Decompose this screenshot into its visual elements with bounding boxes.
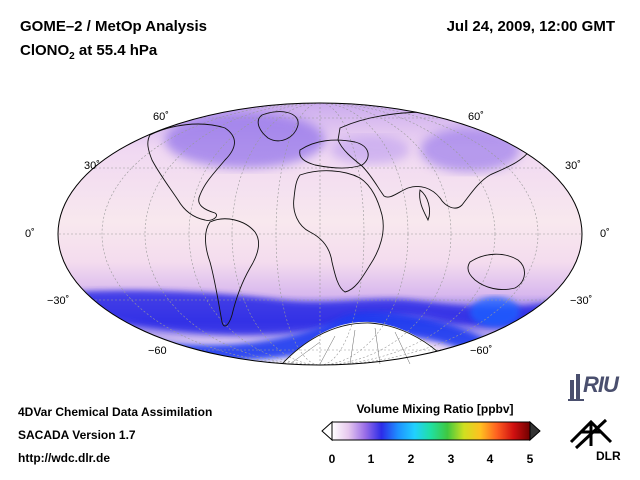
footer-line1: 4DVar Chemical Data Assimilation	[18, 405, 213, 419]
colorbar-ticks: 0 1 2 3 4 5	[322, 452, 542, 466]
antarctica-lines	[289, 327, 411, 365]
riu-logo-text: RIU	[583, 372, 619, 397]
map-outline	[57, 102, 583, 366]
tick-5: 5	[526, 452, 534, 466]
tick-4: 4	[486, 452, 494, 466]
tick-0: 0	[328, 452, 336, 466]
footer-url[interactable]: http://wdc.dlr.de	[18, 451, 110, 465]
tick-3: 3	[447, 452, 455, 466]
date-label: Jul 24, 2009, 12:00 GMT	[446, 18, 615, 35]
tick-1: 1	[367, 452, 375, 466]
title-line2: ClONO2 at 55.4 hPa	[20, 42, 158, 62]
dlr-logo-text: DLR	[596, 449, 621, 463]
riu-logo-icon	[568, 374, 584, 401]
footer-line2: SACADA Version 1.7	[18, 428, 136, 442]
title-line1: GOME–2 / MetOp Analysis	[20, 18, 207, 35]
colorbar-title: Volume Mixing Ratio [ppbv]	[356, 402, 514, 416]
tick-2: 2	[407, 452, 415, 466]
dlr-logo-icon	[569, 418, 613, 450]
